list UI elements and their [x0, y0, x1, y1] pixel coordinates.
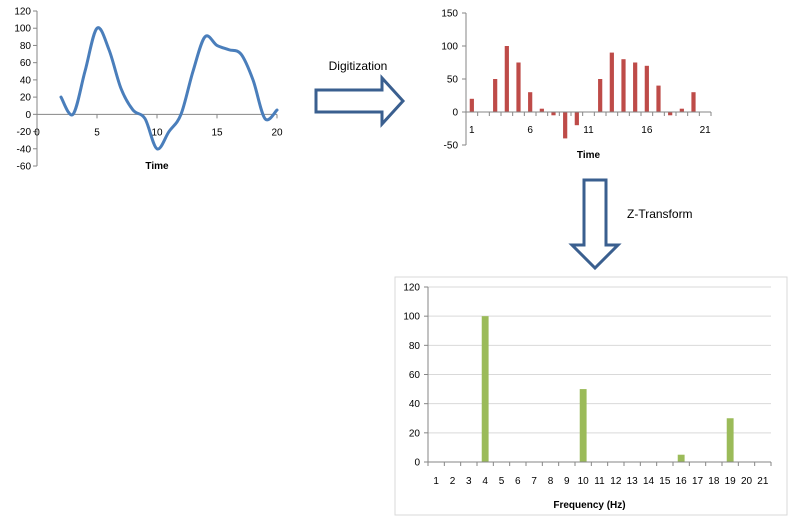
x-axis-title: Time	[577, 150, 601, 161]
x-tick-label: 7	[531, 476, 537, 487]
y-tick-label: 60	[409, 370, 421, 381]
x-tick-label: 13	[627, 476, 639, 487]
x-tick-label: 10	[578, 476, 590, 487]
x-tick-label: 15	[659, 476, 671, 487]
sample-bar	[691, 92, 696, 112]
x-tick-label: 15	[211, 127, 223, 138]
x-tick-label: 21	[757, 476, 769, 487]
frequency-bar	[579, 389, 587, 462]
z-transform-arrow: Z-Transform	[568, 178, 693, 271]
x-tick-label: 5	[94, 127, 100, 138]
x-tick-label: 0	[34, 127, 40, 138]
x-tick-label: 19	[725, 476, 737, 487]
x-tick-label: 4	[482, 476, 488, 487]
sample-bar	[563, 112, 568, 139]
sample-bar	[504, 46, 509, 112]
y-tick-label: 40	[20, 75, 32, 86]
y-tick-label: 20	[20, 93, 32, 104]
x-tick-label: 6	[515, 476, 521, 487]
x-tick-label: 16	[676, 476, 688, 487]
y-tick-label: -20	[17, 127, 32, 138]
x-tick-label: 16	[641, 125, 653, 136]
y-tick-label: 150	[441, 9, 458, 20]
x-tick-label: 2	[450, 476, 456, 487]
signal-series-line	[59, 26, 279, 151]
x-tick-label: 1	[469, 125, 475, 136]
x-tick-label: 9	[564, 476, 570, 487]
x-tick-label: 17	[692, 476, 704, 487]
sample-bar	[633, 62, 638, 112]
digitization-label: Digitization	[329, 59, 388, 73]
x-axis-title: Time	[145, 161, 169, 172]
frequency-bar	[677, 454, 685, 462]
x-tick-label: 5	[499, 476, 505, 487]
frequency-bar	[481, 316, 489, 462]
y-tick-label: -60	[17, 162, 32, 173]
right-arrow-icon	[314, 74, 406, 128]
down-arrow-icon	[568, 178, 622, 271]
z-transform-label: Z-Transform	[627, 207, 693, 221]
x-tick-label: 11	[594, 476, 605, 487]
y-tick-label: 40	[409, 399, 421, 410]
x-tick-label: 18	[708, 476, 720, 487]
sample-bar	[551, 112, 556, 116]
y-tick-label: 0	[414, 458, 420, 469]
sample-bar	[493, 79, 498, 112]
y-tick-label: 60	[20, 58, 32, 69]
x-tick-label: 10	[151, 127, 163, 138]
y-tick-label: 80	[20, 41, 32, 52]
sample-bar	[644, 65, 649, 112]
x-tick-label: 1	[433, 476, 439, 487]
y-tick-label: 120	[403, 283, 420, 294]
x-tick-label: 20	[271, 127, 283, 138]
sample-bar	[679, 108, 684, 112]
y-tick-label: 20	[409, 428, 421, 439]
digitization-arrow: Digitization	[314, 59, 406, 128]
sample-bar	[668, 112, 673, 116]
sample-bar	[469, 98, 474, 112]
y-tick-label: 120	[14, 7, 31, 18]
sample-bar	[574, 112, 579, 126]
sample-bar	[539, 108, 544, 112]
y-tick-label: 0	[25, 110, 31, 121]
y-tick-label: 100	[441, 42, 458, 53]
x-tick-label: 20	[741, 476, 753, 487]
x-tick-label: 21	[700, 125, 712, 136]
x-tick-label: 3	[466, 476, 472, 487]
y-tick-label: 0	[452, 108, 458, 119]
y-tick-label: -40	[17, 144, 32, 155]
x-axis-title: Frequency (Hz)	[553, 500, 625, 511]
sample-bar	[609, 52, 614, 112]
frequency-bar	[726, 418, 734, 462]
x-tick-label: 8	[548, 476, 554, 487]
x-tick-label: 11	[583, 125, 594, 136]
y-tick-label: 50	[447, 75, 459, 86]
y-tick-label: 100	[403, 312, 420, 323]
y-tick-label: 80	[409, 341, 421, 352]
y-tick-label: 100	[14, 24, 31, 35]
x-tick-label: 6	[527, 125, 533, 136]
sample-bar	[621, 59, 626, 112]
y-tick-label: -50	[444, 141, 459, 152]
x-tick-label: 12	[610, 476, 622, 487]
sample-bar	[528, 92, 533, 112]
x-tick-label: 14	[643, 476, 655, 487]
sample-bar	[598, 79, 603, 112]
sample-bar	[516, 62, 521, 112]
sample-bar	[656, 85, 661, 112]
